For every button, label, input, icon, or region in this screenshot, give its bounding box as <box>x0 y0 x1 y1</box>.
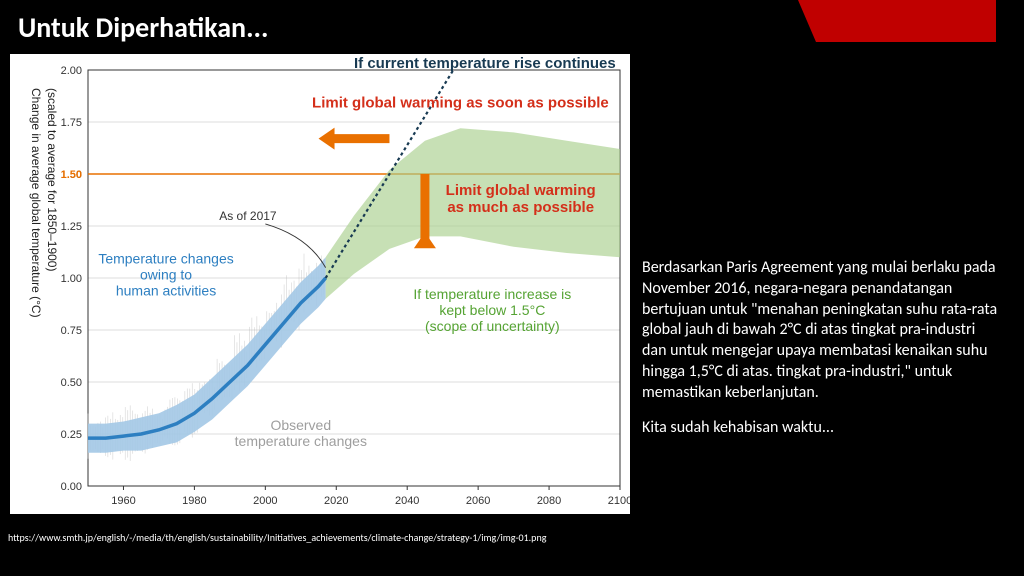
svg-text:1960: 1960 <box>111 495 135 507</box>
svg-text:as much as possible: as much as possible <box>447 199 594 216</box>
svg-text:2060: 2060 <box>466 495 490 507</box>
source-url: https://www.smth.jp/english/-/media/th/e… <box>8 531 546 544</box>
svg-text:Limit global warming: Limit global warming <box>446 182 596 199</box>
svg-text:2080: 2080 <box>537 495 561 507</box>
svg-text:2000: 2000 <box>253 495 277 507</box>
svg-text:Limit global warming as soon a: Limit global warming as soon as possible <box>312 94 609 111</box>
closing-line: Kita sudah kehabisan waktu... <box>642 418 1002 439</box>
svg-text:0.75: 0.75 <box>61 325 82 337</box>
svg-text:2040: 2040 <box>395 495 419 507</box>
temperature-chart: 0.00 0.25 0.50 0.75 1.00 1.25 1.50 1.75 2.00 1960… <box>10 54 630 514</box>
svg-text:As of 2017: As of 2017 <box>219 209 277 223</box>
svg-text:(scope of uncertainty): (scope of uncertainty) <box>425 318 560 334</box>
svg-text:(scaled to average for 1850–19: (scaled to average for 1850–1900) <box>45 88 59 271</box>
svg-text:2100: 2100 <box>608 495 630 507</box>
chart-svg: 0.00 0.25 0.50 0.75 1.00 1.25 1.50 1.75 2.00 1960… <box>10 54 630 514</box>
svg-text:kept below 1.5°C: kept below 1.5°C <box>439 302 545 318</box>
body-text: Berdasarkan Paris Agreement yang mulai b… <box>642 258 1002 452</box>
svg-text:1.75: 1.75 <box>61 117 82 129</box>
svg-text:0.50: 0.50 <box>61 377 82 389</box>
svg-text:2.00: 2.00 <box>61 65 82 77</box>
svg-text:Change in average global tempe: Change in average global temperature (°C… <box>29 88 43 318</box>
svg-text:temperature changes: temperature changes <box>235 433 367 449</box>
svg-text:0.25: 0.25 <box>61 429 82 441</box>
svg-text:Observed: Observed <box>270 417 331 433</box>
svg-text:human activities: human activities <box>116 282 216 298</box>
svg-text:1980: 1980 <box>182 495 206 507</box>
svg-text:1.50: 1.50 <box>61 169 82 181</box>
svg-text:1.00: 1.00 <box>61 273 82 285</box>
svg-text:If current temperature rise co: If current temperature rise continues <box>354 55 616 72</box>
svg-text:1.25: 1.25 <box>61 221 82 233</box>
svg-text:owing to: owing to <box>140 266 192 282</box>
paragraph-paris-agreement: Berdasarkan Paris Agreement yang mulai b… <box>642 258 1002 404</box>
slide-title: Untuk Diperhatikan... <box>18 10 269 45</box>
svg-text:Temperature changes: Temperature changes <box>98 250 233 266</box>
svg-text:2020: 2020 <box>324 495 348 507</box>
svg-text:If temperature increase is: If temperature increase is <box>413 286 571 302</box>
red-corner-ribbon <box>816 0 996 42</box>
svg-text:0.00: 0.00 <box>61 481 82 493</box>
